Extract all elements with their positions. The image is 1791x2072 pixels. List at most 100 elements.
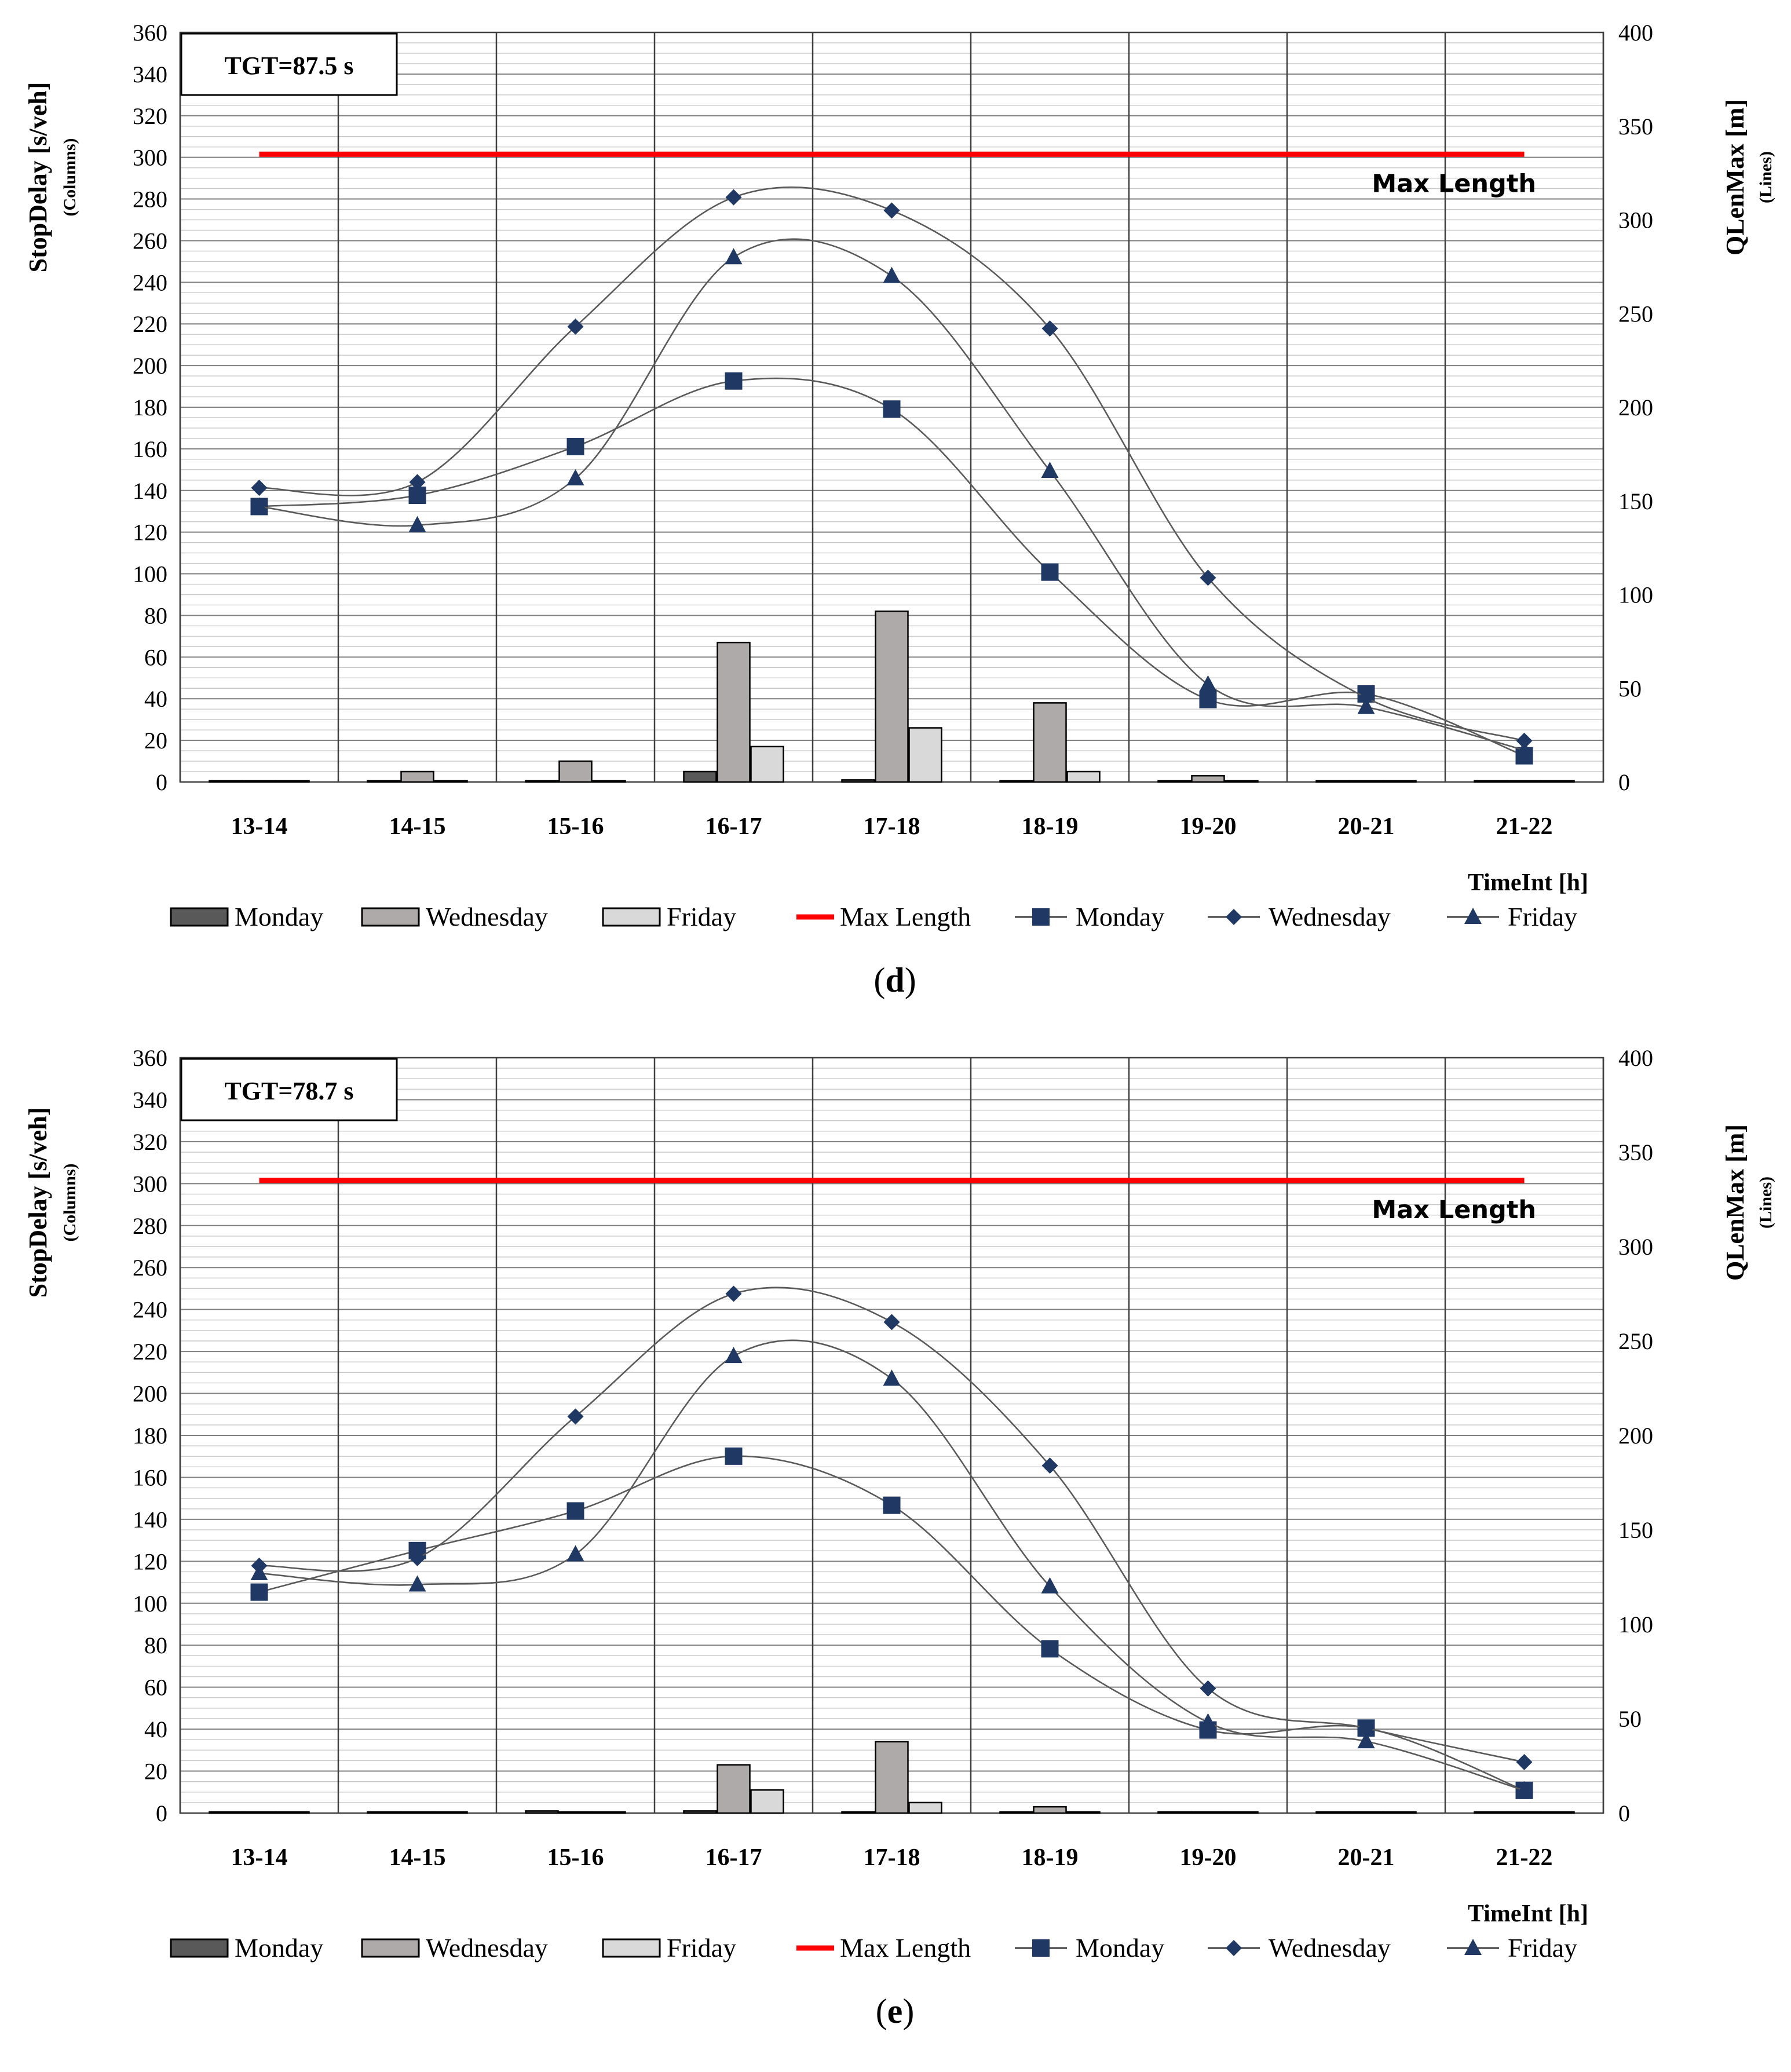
y-tick-label: 0 xyxy=(156,769,167,795)
legend-label: Monday xyxy=(235,1933,323,1963)
line-point xyxy=(883,202,900,219)
legend-label: Max Length xyxy=(840,902,971,931)
legend: Monday Wednesday Friday Max Length Monday Wed… xyxy=(170,902,1577,931)
y-tick-label: 100 xyxy=(133,1591,167,1617)
x-tick-label: 20-21 xyxy=(1338,1844,1395,1871)
line-series xyxy=(250,186,1533,765)
x-tick-label: 21-22 xyxy=(1496,1844,1553,1871)
y-axis-right: 0 50 100 150 200 250 300 350 400 xyxy=(1618,1045,1653,1826)
y-tick-label: 220 xyxy=(133,311,167,337)
x-tick-label: 13-14 xyxy=(231,813,288,840)
legend-label: Wednesday xyxy=(426,902,548,931)
legend-swatch xyxy=(361,1938,420,1958)
y-tick-label: 240 xyxy=(133,269,167,295)
legend-marker xyxy=(1464,1939,1482,1955)
line-point xyxy=(1199,675,1217,692)
line-point xyxy=(1357,1732,1375,1749)
legend-swatch xyxy=(602,907,661,927)
bar xyxy=(1033,1806,1067,1814)
bar xyxy=(1157,780,1191,783)
line-series-friday xyxy=(250,238,1533,758)
bar-series-monday xyxy=(209,1810,1508,1814)
x-tick-label: 17-18 xyxy=(864,1844,920,1871)
bar xyxy=(1474,1811,1508,1814)
bar xyxy=(1315,780,1350,783)
line-point xyxy=(408,516,426,532)
bar xyxy=(592,1811,626,1814)
legend-label: Wednesday xyxy=(1269,1933,1391,1963)
line-point xyxy=(725,248,743,265)
bar xyxy=(434,1811,468,1814)
bar xyxy=(1349,780,1383,783)
y-tick-label: 140 xyxy=(133,478,167,504)
legend-item-line-wednesday: Wednesday xyxy=(1208,902,1391,931)
line-point xyxy=(566,469,584,485)
y2-tick-label: 0 xyxy=(1618,769,1630,795)
y-tick-label: 60 xyxy=(144,1675,167,1701)
bar xyxy=(875,1741,909,1814)
legend-marker xyxy=(1464,908,1482,924)
y2-tick-label: 50 xyxy=(1618,675,1642,701)
gridlines xyxy=(179,1057,1604,1814)
x-tick-label: 16-17 xyxy=(706,813,762,840)
y-tick-label: 200 xyxy=(133,1381,167,1407)
line-point xyxy=(725,372,743,390)
legend-item-bar-friday: Friday xyxy=(602,902,736,931)
y-axis-subtitle: (Columns) xyxy=(60,138,79,216)
bar xyxy=(1541,780,1575,783)
y2-axis-subtitle: (Lines) xyxy=(1756,1176,1775,1229)
y-tick-label: 60 xyxy=(144,644,167,670)
y-axis-left: 0 20 40 60 80 100 120 140 160 180 200 220 240 260 280 3… xyxy=(133,1045,167,1826)
line-point xyxy=(1199,690,1217,708)
y2-tick-label: 150 xyxy=(1618,488,1653,514)
line-point xyxy=(883,1369,901,1386)
line-point xyxy=(1041,320,1058,337)
line-point xyxy=(1358,689,1375,706)
legend-item-line-friday: Friday xyxy=(1447,902,1577,931)
legend-label: Monday xyxy=(235,902,323,931)
legend-marker xyxy=(1032,1939,1050,1957)
y-tick-label: 260 xyxy=(133,228,167,254)
legend-item-max-max-length: Max Length xyxy=(796,1933,971,1963)
bar xyxy=(592,780,626,783)
y-tick-label: 280 xyxy=(133,1213,167,1239)
bar xyxy=(841,779,875,783)
legend-label: Friday xyxy=(1508,902,1577,931)
line-point xyxy=(1515,1781,1533,1797)
y2-tick-label: 300 xyxy=(1618,207,1653,233)
y2-tick-label: 400 xyxy=(1618,1045,1653,1071)
bar xyxy=(683,1810,717,1814)
y2-tick-label: 100 xyxy=(1618,582,1653,608)
legend-label: Max Length xyxy=(840,1933,971,1963)
line-point xyxy=(1200,1680,1216,1697)
y2-tick-label: 250 xyxy=(1618,1328,1653,1354)
line-point xyxy=(1515,741,1533,758)
x-tick-label: 19-20 xyxy=(1180,1844,1237,1871)
legend-marker xyxy=(1226,1940,1242,1956)
line-point xyxy=(725,1347,743,1364)
line-point xyxy=(566,1545,584,1562)
line-point xyxy=(567,1408,584,1425)
legend-swatch xyxy=(170,1938,229,1958)
y2-tick-label: 50 xyxy=(1618,1706,1642,1732)
line-point xyxy=(1041,1577,1059,1594)
bar xyxy=(400,1811,434,1814)
y-tick-label: 160 xyxy=(133,1464,167,1490)
bar xyxy=(558,760,593,783)
bar xyxy=(276,780,310,783)
line-point xyxy=(1041,1457,1058,1474)
line-point xyxy=(883,266,901,283)
x-tick-label: 19-20 xyxy=(1180,813,1237,840)
x-tick-label: 16-17 xyxy=(706,1844,762,1871)
x-axis: 13-14 14-15 15-16 16-17 17-18 18-19 19-20 20-21… xyxy=(231,1844,1553,1871)
annotation-box xyxy=(180,32,398,96)
line-point xyxy=(250,497,268,514)
line-point xyxy=(409,1550,426,1566)
y-tick-label: 220 xyxy=(133,1339,167,1365)
y-tick-label: 100 xyxy=(133,561,167,587)
series-line xyxy=(259,1287,1525,1763)
line-point xyxy=(566,437,584,455)
bar xyxy=(1225,1811,1259,1814)
y-tick-label: 360 xyxy=(133,1045,167,1071)
bar xyxy=(908,1801,942,1814)
